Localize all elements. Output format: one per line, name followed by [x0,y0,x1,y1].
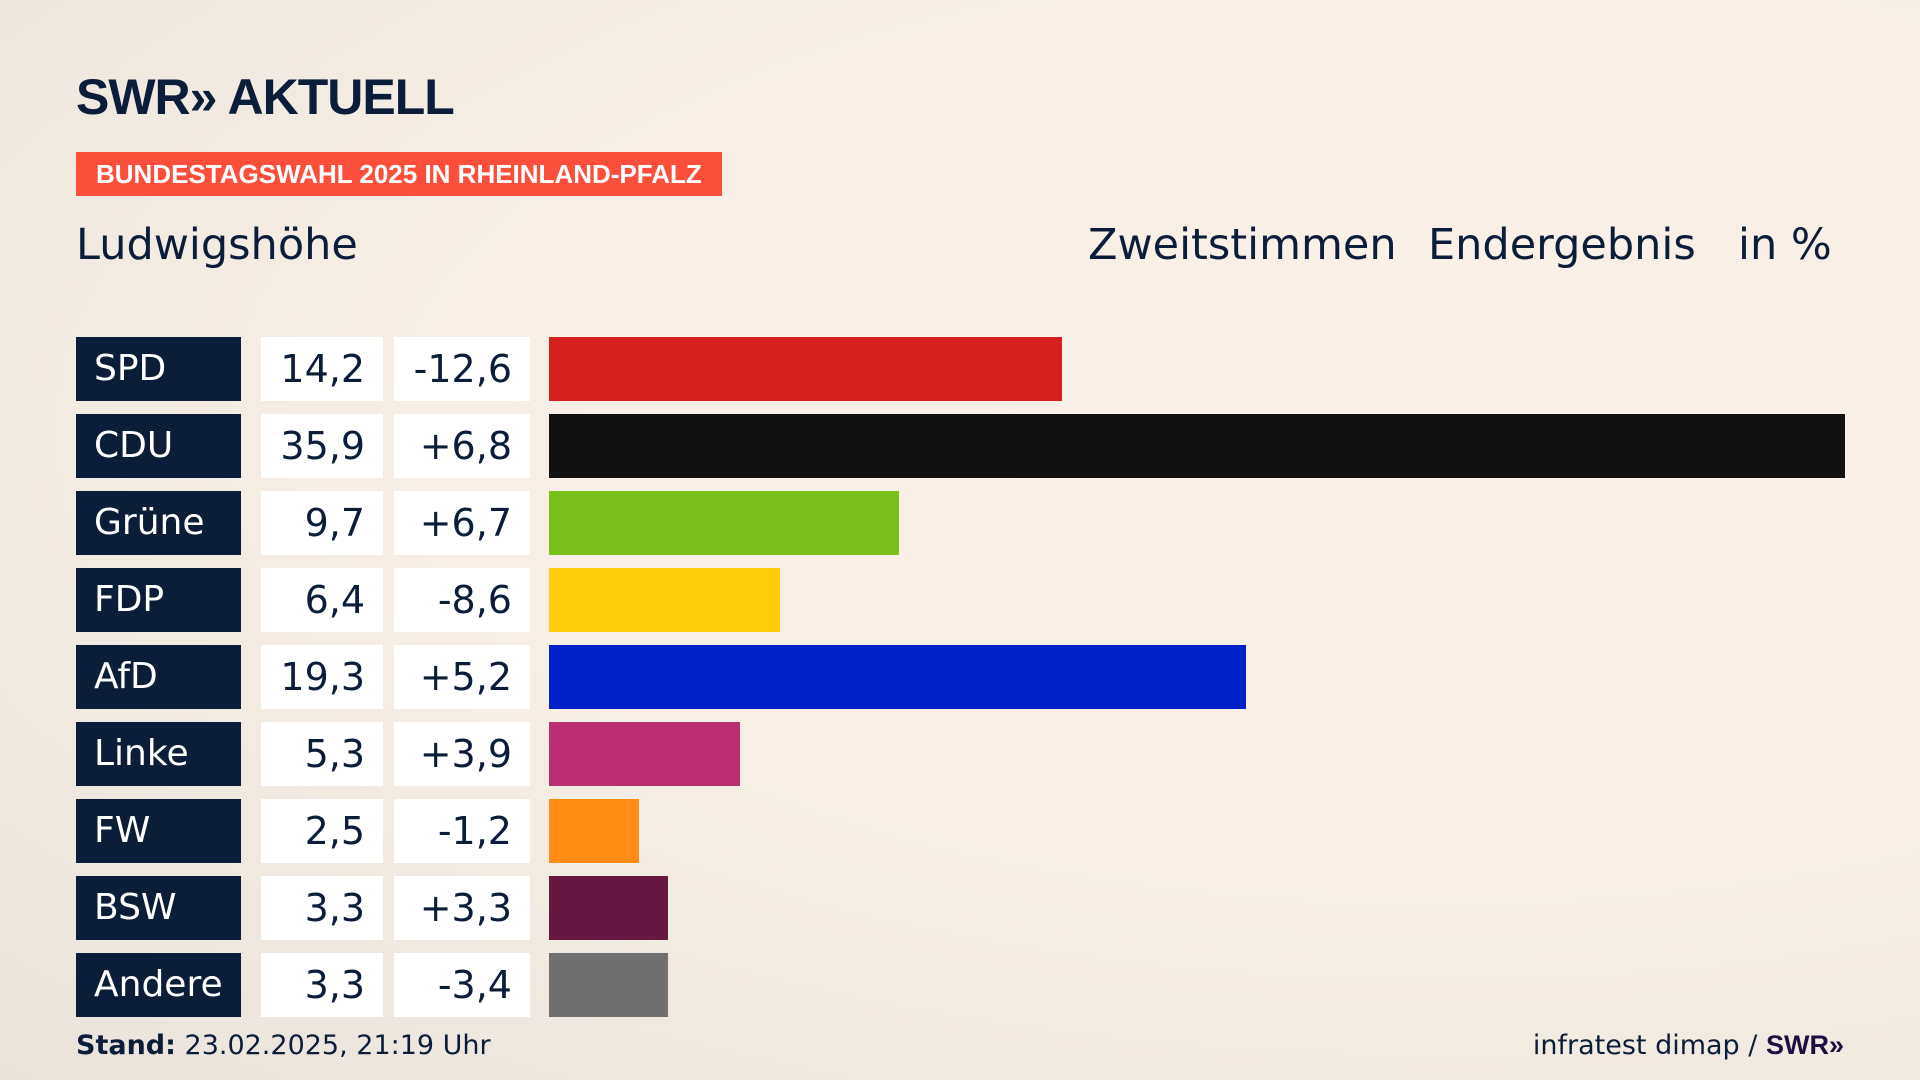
source: infratest dimap / SWR» [1533,1030,1844,1061]
party-value: 14,2 [261,337,383,401]
stand-value: 23.02.2025, 21:19 Uhr [184,1030,491,1061]
election-badge: BUNDESTAGSWAHL 2025 IN RHEINLAND-PFALZ [76,152,722,196]
party-label: Grüne [76,491,241,555]
party-change: -1,2 [394,799,530,863]
party-bar [549,491,900,555]
party-change: -8,6 [394,568,530,632]
stand-label: Stand: [76,1030,176,1061]
party-label: BSW [76,876,241,940]
party-label: FDP [76,568,241,632]
party-bar [549,645,1246,709]
header-endergebnis: Endergebnis [1428,220,1696,270]
party-value: 35,9 [261,414,383,478]
header-unit: in % [1738,220,1832,270]
party-value: 19,3 [261,645,383,709]
party-bar [549,953,669,1017]
party-bar [549,568,781,632]
party-change: +6,7 [394,491,530,555]
party-change: +6,8 [394,414,530,478]
party-change: +3,9 [394,722,530,786]
timestamp: Stand: 23.02.2025, 21:19 Uhr [76,1030,491,1061]
party-value: 9,7 [261,491,383,555]
place-title: Ludwigshöhe [76,220,358,270]
party-value: 5,3 [261,722,383,786]
party-value: 2,5 [261,799,383,863]
party-bar [549,337,1062,401]
party-label: Linke [76,722,241,786]
swr-aktuell-logo: SWR» AKTUELL [76,69,455,125]
party-bar [549,722,741,786]
party-bar [549,876,669,940]
party-value: 3,3 [261,876,383,940]
party-bar [549,414,1845,478]
party-label: FW [76,799,241,863]
party-change: -12,6 [394,337,530,401]
party-value: 3,3 [261,953,383,1017]
party-label: Andere [76,953,241,1017]
party-bar [549,799,640,863]
party-label: CDU [76,414,241,478]
party-label: SPD [76,337,241,401]
party-change: +3,3 [394,876,530,940]
swr-logo: SWR» [1765,1030,1844,1060]
source-text: infratest dimap / [1532,1030,1758,1061]
party-change: -3,4 [394,953,530,1017]
header-zweitstimmen: Zweitstimmen [1088,220,1397,270]
party-label: AfD [76,645,241,709]
party-value: 6,4 [261,568,383,632]
party-change: +5,2 [394,645,530,709]
